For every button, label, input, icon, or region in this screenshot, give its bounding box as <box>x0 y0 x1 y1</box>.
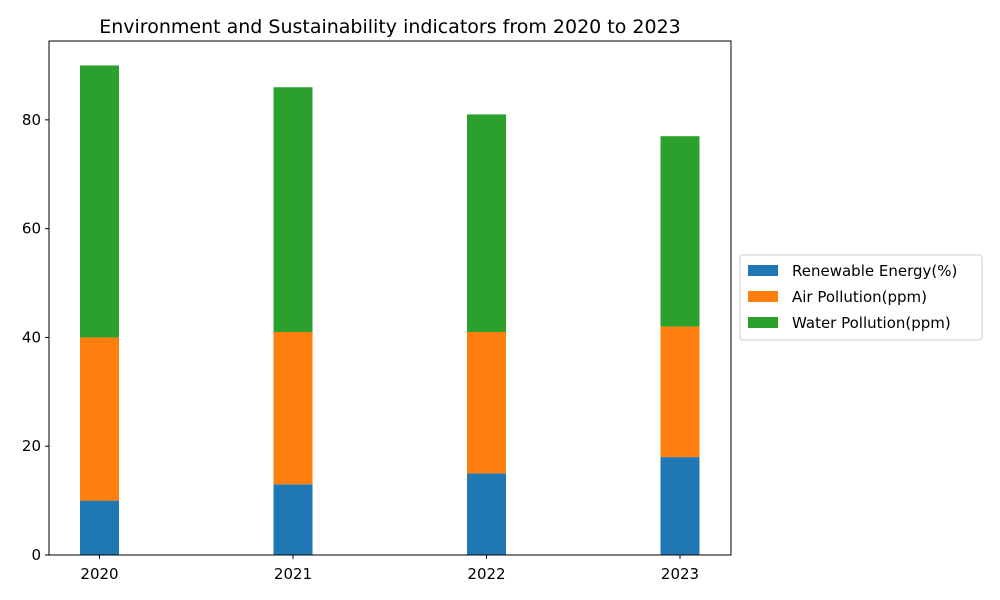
bar-2021-series-2 <box>273 87 313 332</box>
bar-2021-series-1 <box>273 331 313 485</box>
legend-label: Renewable Energy(%) <box>792 262 957 280</box>
legend-swatch <box>748 291 778 302</box>
bar-2020-series-0 <box>80 500 119 555</box>
legend-swatch <box>748 265 778 276</box>
plot-frame <box>48 40 732 556</box>
x-tick-label: 2022 <box>467 565 505 583</box>
x-tick-label: 2020 <box>80 565 118 583</box>
bar-2022-series-0 <box>467 473 506 555</box>
bar-2022-series-2 <box>467 114 506 332</box>
legend-swatch <box>748 317 778 328</box>
bar-2022-series-1 <box>467 331 506 474</box>
bars-layer <box>80 65 700 555</box>
y-tick-label: 0 <box>31 546 41 564</box>
legend: Renewable Energy(%) Air Pollution(ppm) Wat… <box>739 254 983 341</box>
bar-2020-series-2 <box>80 65 119 338</box>
y-tick-label: 80 <box>22 111 41 129</box>
y-tick-label: 60 <box>22 220 41 238</box>
y-tick-label: 20 <box>22 437 41 455</box>
chart-title: Environment and Sustainability indicator… <box>99 16 681 38</box>
y-tick-label: 40 <box>22 328 41 346</box>
x-tick-label: 2021 <box>274 565 312 583</box>
x-axis: 2020 2021 2022 2023 <box>80 555 699 583</box>
y-axis: 0 20 40 60 80 <box>22 111 49 564</box>
x-tick-label: 2023 <box>661 565 699 583</box>
legend-frame <box>739 254 983 341</box>
bar-2023-series-2 <box>660 136 700 327</box>
legend-label: Water Pollution(ppm) <box>792 314 951 332</box>
bar-2020-series-1 <box>80 337 119 501</box>
bar-2023-series-1 <box>660 326 700 458</box>
legend-label: Air Pollution(ppm) <box>792 288 927 306</box>
bar-2021-series-0 <box>273 484 313 555</box>
bar-2023-series-0 <box>660 457 700 555</box>
